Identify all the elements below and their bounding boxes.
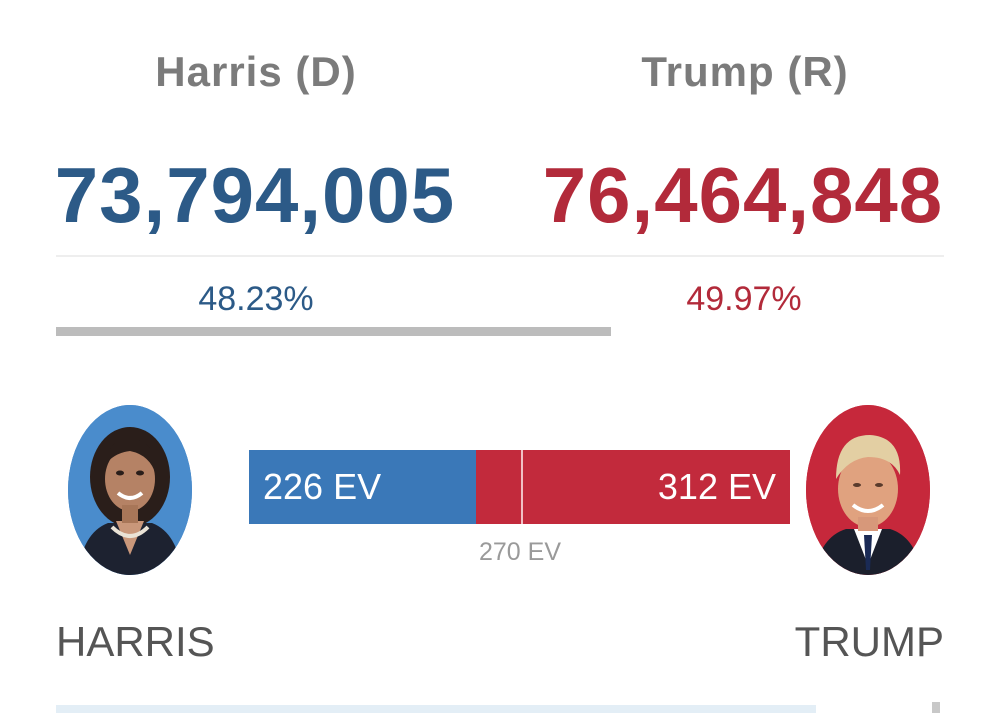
harris-short-name: HARRIS xyxy=(56,618,215,665)
harris-ev-label: 226 EV xyxy=(263,466,382,507)
harris-ev-segment xyxy=(249,450,477,524)
harris-vote-total: 73,794,005 xyxy=(54,151,456,239)
divider xyxy=(56,255,944,257)
bottom-strip xyxy=(56,705,816,713)
threshold-label: 270 EV xyxy=(478,538,561,566)
harris-percent: 48.23% xyxy=(198,280,314,318)
harris-name: Harris (D) xyxy=(155,48,357,95)
trump-ev-segment xyxy=(476,450,790,524)
percent-progress-track xyxy=(56,327,611,336)
harris-portrait-icon xyxy=(68,405,192,575)
trump-short-name: TRUMP xyxy=(794,618,944,665)
trump-percent: 49.97% xyxy=(686,280,802,318)
threshold-marker xyxy=(520,450,523,524)
electoral-vote-bar: 226 EV 312 EV xyxy=(249,450,790,524)
trump-name: Trump (R) xyxy=(641,48,849,95)
trump-portrait-icon xyxy=(806,405,930,575)
scroll-indicator xyxy=(932,702,940,713)
trump-ev-label: 312 EV xyxy=(657,466,776,507)
trump-vote-total: 76,464,848 xyxy=(542,151,944,239)
